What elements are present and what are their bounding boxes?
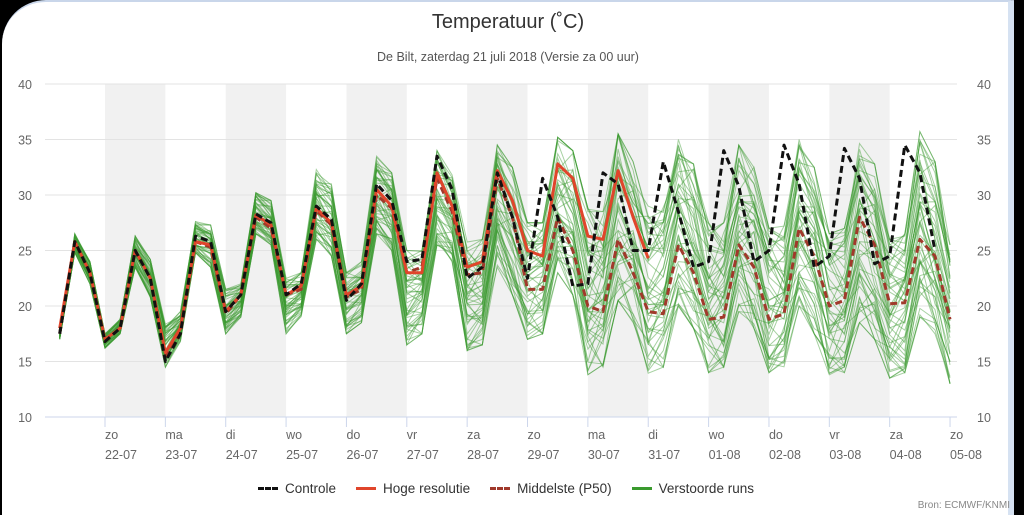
source-credit: Bron: ECMWF/KNMI: [917, 500, 1010, 511]
legend-label: Verstoorde runs: [658, 481, 754, 496]
x-tick-day: zo: [950, 428, 963, 442]
ensemble-run-line: [59, 130, 951, 335]
x-tick-date: 28-07: [467, 448, 499, 462]
ensemble-run-line: [59, 200, 951, 361]
series-line-controle: [58, 143, 937, 363]
x-tick-day: do: [769, 428, 783, 442]
chart-subtitle: De Bilt, zaterdag 21 juli 2018 (Versie z…: [377, 50, 639, 64]
ensemble-run-line: [59, 215, 951, 369]
y-tick-label-right: 15: [977, 356, 991, 370]
x-tick-date: 31-07: [648, 448, 680, 462]
y-tick-label-right: 35: [977, 134, 991, 148]
ensemble-run-line: [59, 185, 951, 345]
x-tick-day: za: [890, 428, 903, 442]
legend-item-hoge-resolutie[interactable]: Hoge resolutie: [356, 481, 470, 496]
ensemble-run-line: [59, 226, 951, 384]
legend-swatch-hoge-resolutie: [356, 487, 377, 490]
ensemble-run-line: [59, 218, 951, 372]
y-tick-label-right: 20: [977, 300, 991, 314]
y-tick-label-right: 25: [977, 245, 991, 259]
ensemble-run-line: [59, 202, 951, 361]
x-tick-day: zo: [528, 428, 541, 442]
legend-swatch-verstoorde-runs: [631, 487, 652, 490]
ensemble-run-line: [59, 133, 951, 337]
ensemble-run-line: [59, 162, 951, 342]
x-tick-date: 24-07: [226, 448, 258, 462]
ensemble-run-line: [59, 200, 951, 366]
x-tick-date: 05-08: [950, 448, 982, 462]
x-tick-day: wo: [708, 428, 725, 442]
ensemble-run-line: [59, 130, 951, 336]
x-tick-date: 02-08: [769, 448, 801, 462]
legend-item-verstoorde-runs[interactable]: Verstoorde runs: [631, 481, 754, 496]
ensemble-run-line: [59, 197, 951, 353]
ensemble-run-line: [59, 218, 951, 384]
x-tick-day: vr: [829, 428, 839, 442]
x-tick-day: di: [226, 428, 236, 442]
legend-item-controle[interactable]: Controle: [258, 481, 336, 496]
x-tick-date: 29-07: [528, 448, 560, 462]
x-tick-date: 01-08: [709, 448, 741, 462]
ensemble-run-line: [59, 214, 951, 376]
x-tick-day: za: [467, 428, 480, 442]
x-tick-day: wo: [285, 428, 302, 442]
x-tick-day: ma: [165, 428, 182, 442]
ensemble-run-line: [59, 189, 951, 355]
x-tick-date: 27-07: [407, 448, 439, 462]
ensemble-run-line: [59, 138, 951, 339]
ensemble-run-line: [59, 132, 951, 338]
x-tick-day: vr: [407, 428, 417, 442]
x-tick-date: 22-07: [105, 448, 137, 462]
x-tick-date: 26-07: [346, 448, 378, 462]
ensemble-run-line: [59, 156, 951, 340]
legend-item-middelste[interactable]: Middelste (P50): [490, 481, 612, 496]
ensemble-run-line: [59, 220, 951, 384]
y-tick-label-left: 15: [18, 356, 32, 370]
ensemble-run-line: [59, 136, 951, 338]
y-tick-label-left: 35: [18, 134, 32, 148]
x-tick-day: ma: [588, 428, 605, 442]
y-tick-label-left: 30: [18, 189, 32, 203]
ensemble-run-line: [59, 223, 951, 368]
legend-label: Hoge resolutie: [383, 481, 471, 496]
ensemble-run-line: [59, 228, 951, 384]
x-tick-day: di: [648, 428, 658, 442]
ensemble-run-line: [59, 180, 951, 352]
x-tick-day: do: [346, 428, 360, 442]
ensemble-run-line: [59, 154, 951, 339]
ensemble-run-line: [59, 132, 951, 336]
ensemble-run-line: [59, 220, 951, 373]
y-tick-label-right: 40: [977, 78, 991, 92]
legend-swatch-controle: [258, 487, 279, 490]
y-tick-label-left: 20: [18, 300, 32, 314]
ensemble-run-line: [59, 220, 951, 379]
ensemble-run-line: [59, 209, 951, 364]
ensemble-run-line: [59, 157, 951, 337]
ensemble-run-line: [59, 133, 951, 336]
ensemble-run-line: [59, 179, 951, 343]
x-tick-date: 25-07: [286, 448, 318, 462]
chart-title: Temperatuur (˚C): [431, 11, 585, 33]
ensemble-run-line: [59, 209, 951, 355]
legend-label: Controle: [285, 481, 337, 496]
legend-swatch-middelste: [490, 487, 511, 490]
chart-legend: Controle Hoge resolutie Middelste (P50) …: [0, 481, 1012, 496]
legend-label: Middelste (P50): [517, 481, 612, 496]
y-tick-label-left: 10: [18, 411, 32, 425]
ensemble-run-line: [59, 232, 951, 379]
y-tick-label-left: 40: [18, 78, 32, 92]
y-tick-label-right: 10: [977, 411, 991, 425]
x-tick-date: 30-07: [588, 448, 620, 462]
x-tick-date: 03-08: [829, 448, 861, 462]
x-tick-date: 04-08: [890, 448, 922, 462]
x-tick-date: 23-07: [165, 448, 197, 462]
y-tick-label-right: 30: [977, 189, 991, 203]
ensemble-run-line: [59, 222, 951, 374]
series-line-middelste-p50-: [58, 176, 952, 358]
ensemble-run-line: [59, 191, 951, 343]
y-tick-label-left: 25: [18, 245, 32, 259]
x-tick-day: zo: [105, 428, 118, 442]
